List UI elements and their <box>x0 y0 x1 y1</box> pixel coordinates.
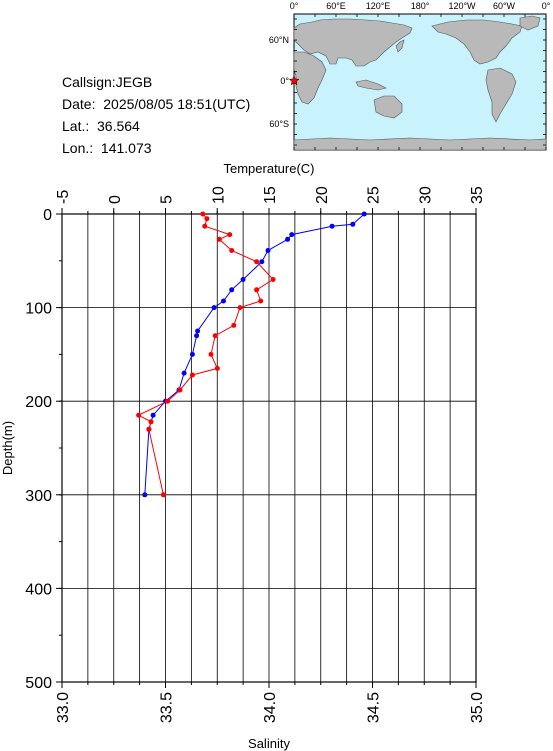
map-longitude-label: 180° <box>411 1 430 11</box>
temperature-axis-label: Temperature(C) <box>223 161 314 176</box>
temperature-data-point <box>259 259 265 265</box>
salinity-data-point <box>148 419 154 425</box>
temperature-data-point <box>195 328 201 334</box>
depth-tick-label: 500 <box>25 675 52 692</box>
salinity-data-point <box>200 211 206 217</box>
star-icon <box>288 75 300 86</box>
callsign-text: Callsign:JEGB <box>62 74 153 90</box>
temperature-data-point <box>221 298 226 304</box>
salinity-data-point <box>258 298 264 304</box>
depth-tick-label: 300 <box>25 488 52 505</box>
salinity-data-point <box>229 248 235 253</box>
temperature-data-point <box>361 211 367 217</box>
salinity-data-point <box>231 322 237 328</box>
date-text: Date: 2025/08/05 18:51(UTC) <box>62 96 251 112</box>
salinity-data-point <box>237 305 243 311</box>
depth-tick-label: 100 <box>25 301 52 318</box>
map-longitude-label: 120°W <box>448 1 476 11</box>
salinity-data-point <box>177 387 183 393</box>
salinity-tick-label: 33.0 <box>55 692 72 723</box>
salinity-data-point <box>146 426 152 432</box>
temperature-tick-label: -5 <box>55 190 72 204</box>
salinity-tick-label: 33.5 <box>159 692 176 723</box>
salinity-profile-line <box>137 213 274 495</box>
temperature-tick-label: 10 <box>210 186 227 204</box>
longitude-text: Lon.: 141.073 <box>62 140 152 156</box>
salinity-data-point <box>227 232 233 238</box>
salinity-tick-label: 35.0 <box>469 692 486 723</box>
map-longitude-label: 0° <box>290 1 299 11</box>
salinity-data-point <box>254 287 260 293</box>
station-info: Callsign:JEGB Date: 2025/08/05 18:51(UTC… <box>62 71 250 159</box>
salinity-data-point <box>270 277 276 282</box>
salinity-data-point <box>165 398 171 404</box>
temperature-data-point <box>189 351 195 357</box>
salinity-data-point <box>212 333 218 339</box>
depth-tick-label: 200 <box>25 394 52 411</box>
temperature-data-point <box>265 248 271 253</box>
map-latitude-label: 60°S <box>269 119 289 129</box>
temperature-data-point <box>329 223 335 229</box>
temperature-data-point <box>194 333 200 339</box>
salinity-data-point <box>189 372 195 378</box>
temperature-data-point <box>289 232 295 238</box>
temperature-tick-label: 30 <box>417 186 434 204</box>
map-ticks: 0° 60°E 120°E 180° 120°W 60°W 0° 60°N 0° 60°S <box>269 1 551 150</box>
salinity-tick-label: 34.5 <box>366 692 383 723</box>
map-longitude-label: 120°E <box>366 1 391 11</box>
temperature-data-point <box>142 492 148 498</box>
temperature-tick-label: 35 <box>469 186 486 204</box>
temperature-data-point <box>285 236 291 242</box>
latitude-text: Lat.: 36.564 <box>62 118 140 134</box>
temperature-data-point <box>350 221 356 227</box>
salinity-data-point <box>254 259 260 265</box>
salinity-data-point <box>202 223 208 229</box>
salinity-data-point <box>160 492 166 498</box>
salinity-axis-label: Salinity <box>248 736 290 751</box>
temperature-data-point <box>181 370 187 376</box>
data-series <box>136 211 367 498</box>
temperature-tick-label: 0 <box>107 195 124 204</box>
map-longitude-label: 60°W <box>493 1 516 11</box>
temperature-data-point <box>211 305 217 311</box>
salinity-data-point <box>204 216 210 222</box>
salinity-data-point <box>214 365 220 371</box>
salinity-data-point <box>208 351 214 357</box>
depth-tick-label: 0 <box>43 207 52 224</box>
temperature-data-point <box>229 287 235 293</box>
temperature-data-point <box>150 412 156 418</box>
map-latitude-label: 60°N <box>269 35 289 45</box>
map-longitude-label: 60°E <box>326 1 346 11</box>
temperature-tick-label: 5 <box>159 195 176 204</box>
salinity-tick-label: 34.0 <box>262 692 279 723</box>
depth-tick-label: 400 <box>25 581 52 598</box>
map-longitude-label: 0° <box>542 1 551 11</box>
temperature-tick-label: 15 <box>262 186 279 204</box>
salinity-data-point <box>136 412 142 418</box>
temperature-tick-label: 20 <box>314 186 331 204</box>
salinity-data-point <box>216 236 222 242</box>
depth-axis-label: Depth(m) <box>0 421 15 475</box>
temperature-tick-label: 25 <box>366 186 383 204</box>
temperature-data-point <box>240 277 246 282</box>
map-latitude-label: 0° <box>280 76 289 86</box>
